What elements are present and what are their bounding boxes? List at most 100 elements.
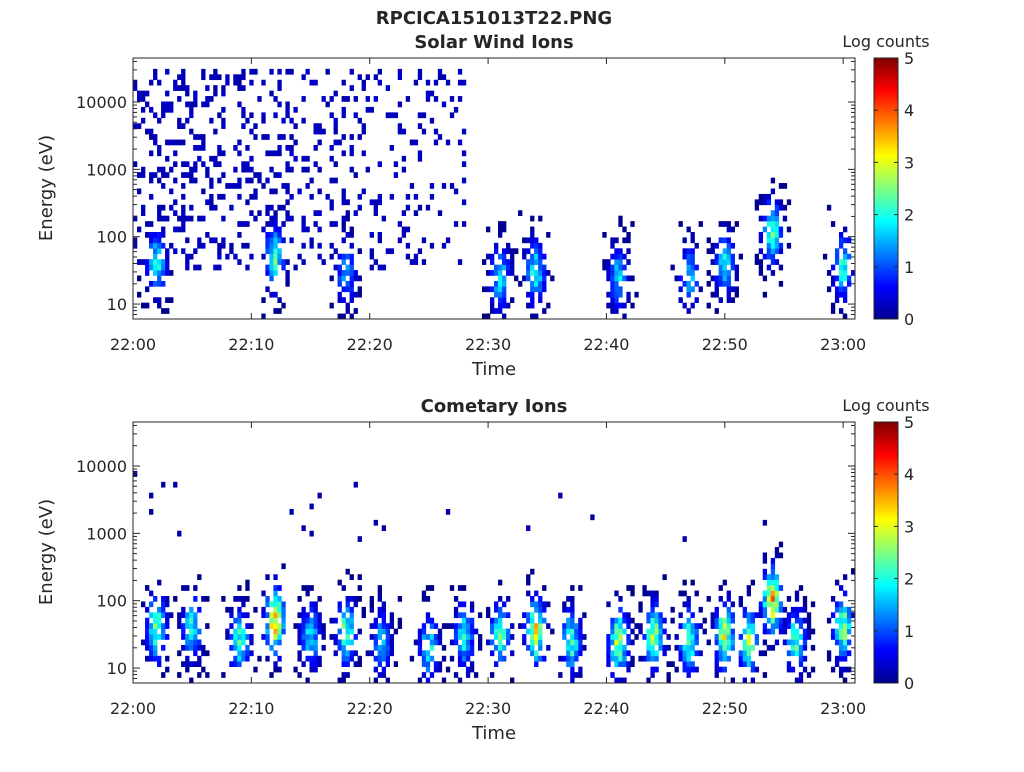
heatmap-cell (141, 96, 146, 102)
heatmap-cell (762, 552, 768, 559)
heatmap-cell (153, 172, 158, 178)
heatmap-cell (526, 259, 531, 265)
heatmap-cell (461, 650, 467, 657)
heatmap-cell (217, 242, 222, 249)
heatmap-cell (826, 655, 832, 662)
heatmap-cell (349, 612, 354, 619)
heatmap-cell (618, 215, 623, 222)
heatmap-cell (686, 253, 691, 260)
heatmap-cell (249, 210, 254, 216)
heatmap-cell (341, 639, 346, 646)
heatmap-cell (842, 590, 848, 597)
heatmap-cell (690, 579, 695, 586)
heatmap-cell (297, 634, 302, 640)
heatmap-cell (578, 666, 583, 673)
heatmap-cell (357, 661, 362, 667)
heatmap-cell (730, 628, 735, 635)
heatmap-cell (506, 612, 511, 619)
heatmap-cell (578, 628, 583, 635)
heatmap-cell (574, 639, 579, 646)
heatmap-cell (225, 606, 230, 613)
heatmap-cell (329, 112, 334, 119)
heatmap-cell (241, 596, 246, 602)
heatmap-cell (630, 585, 635, 591)
heatmap-cell (690, 623, 695, 629)
heatmap-cell (842, 275, 848, 282)
heatmap-cell (698, 623, 703, 629)
heatmap-cell (357, 536, 362, 542)
heatmap-cell (377, 193, 382, 200)
heatmap-cell (169, 297, 174, 303)
heatmap-cell (397, 237, 403, 244)
heatmap-cell (153, 253, 158, 260)
heatmap-cell (249, 634, 254, 640)
heatmap-cell (157, 248, 162, 255)
heatmap-cell (522, 253, 527, 260)
heatmap-cell (245, 242, 250, 249)
heatmap-cell (770, 259, 776, 265)
heatmap-cell (838, 270, 844, 276)
heatmap-cell (770, 644, 776, 651)
heatmap-cell (273, 574, 278, 580)
heatmap-cell (650, 590, 655, 597)
heatmap-cell (201, 68, 206, 75)
heatmap-cell (417, 677, 423, 684)
heatmap-cell (145, 623, 150, 629)
heatmap-cell (241, 106, 246, 113)
heatmap-cell (289, 509, 294, 515)
heatmap-cell (746, 617, 752, 624)
heatmap-cell (357, 291, 362, 298)
heatmap-cell (566, 661, 571, 667)
heatmap-cell (249, 155, 254, 162)
heatmap-cell (261, 253, 266, 260)
heatmap-cell (730, 226, 735, 233)
heatmap-cell (445, 237, 451, 244)
heatmap-cell (562, 655, 567, 662)
heatmap-cell (461, 128, 467, 135)
heatmap-cell (237, 193, 242, 200)
heatmap-cell (538, 606, 543, 613)
heatmap-cell (686, 655, 691, 662)
heatmap-cell (277, 601, 282, 608)
heatmap-cell (778, 601, 784, 608)
heatmap-cell (618, 270, 623, 276)
heatmap-cell (181, 139, 186, 146)
heatmap-cell (510, 677, 515, 684)
heatmap-cell (253, 188, 258, 195)
heatmap-cell (778, 552, 784, 559)
heatmap-cell (494, 286, 499, 293)
heatmap-cell (269, 150, 274, 157)
heatmap-cell (614, 308, 619, 314)
heatmap-cell (758, 193, 764, 200)
heatmap-cell (153, 623, 158, 629)
heatmap-cell (317, 128, 322, 135)
heatmap-cell (377, 79, 382, 86)
heatmap-cell (181, 85, 186, 91)
heatmap-cell (389, 650, 395, 657)
heatmap-cell (273, 634, 278, 640)
heatmap-cell (457, 68, 463, 75)
heatmap-cell (754, 204, 760, 211)
heatmap-cell (778, 242, 784, 249)
heatmap-cell (233, 661, 238, 667)
heatmap-cell (758, 199, 764, 206)
heatmap-cell (317, 612, 322, 619)
heatmap-cell (185, 101, 190, 108)
heatmap-cell (253, 68, 258, 75)
heatmap-cell (718, 634, 723, 640)
heatmap-cell (153, 628, 158, 635)
heatmap-cell (305, 226, 310, 233)
heatmap-cell (365, 106, 370, 113)
heatmap-cell (277, 79, 282, 86)
heatmap-cell (153, 259, 158, 265)
heatmap-cell (401, 210, 407, 216)
heatmap-cell (686, 666, 691, 673)
heatmap-cell (145, 585, 150, 591)
heatmap-cell (337, 275, 342, 282)
heatmap-cell (510, 259, 515, 265)
heatmap-cell (481, 313, 487, 320)
heatmap-cell (373, 210, 378, 216)
heatmap-cell (305, 677, 310, 684)
heatmap-cell (838, 286, 844, 293)
heatmap-cell (566, 644, 571, 651)
